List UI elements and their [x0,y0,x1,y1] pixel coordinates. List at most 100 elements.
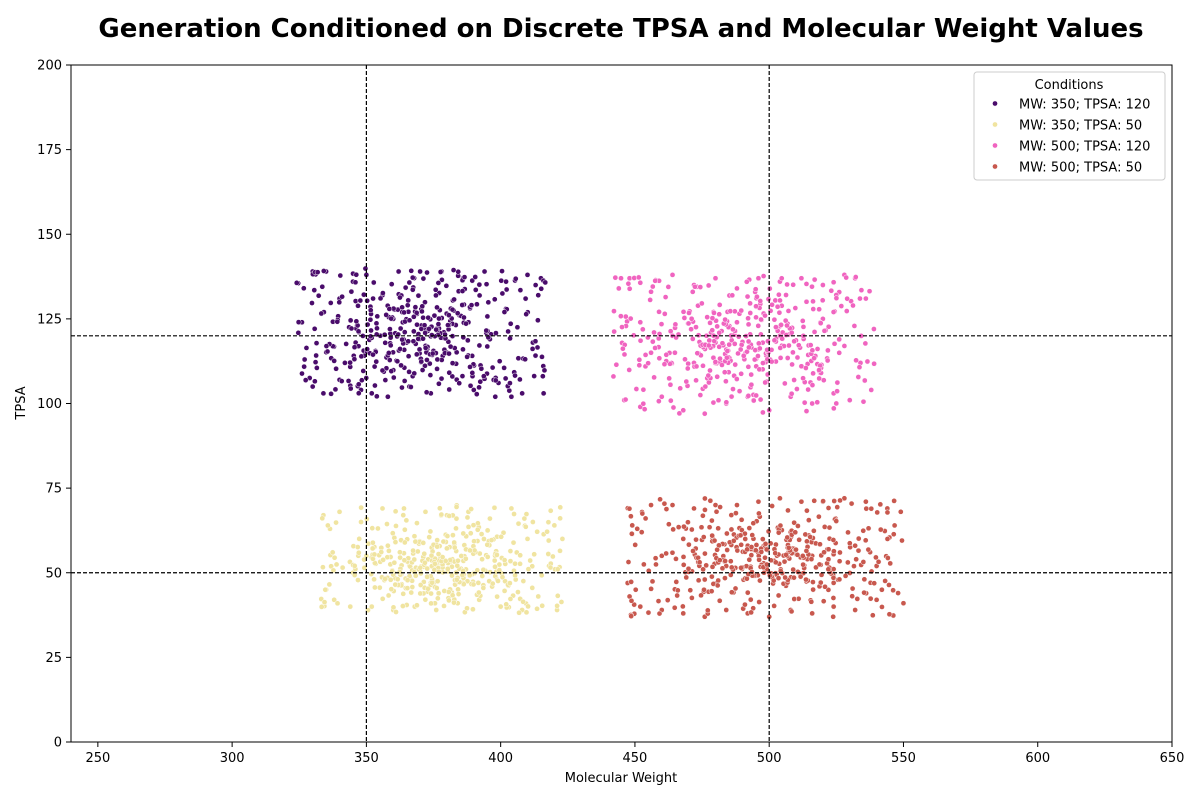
data-point [790,349,796,356]
data-point [422,330,428,336]
data-point [800,324,807,330]
data-point [877,501,884,508]
x-tick-label: 550 [891,751,916,766]
data-point [535,593,542,600]
data-point [359,377,365,384]
data-point [386,306,393,312]
y-tick-label: 50 [45,566,62,581]
data-point [697,392,704,398]
data-point [750,520,757,527]
data-point [419,308,425,315]
data-point [415,336,422,342]
data-point [434,304,440,311]
data-point [798,275,805,282]
data-point [749,532,756,538]
data-point [390,604,397,611]
data-point [714,373,721,380]
data-point [716,597,723,604]
legend-marker [992,142,998,149]
data-point [709,315,716,322]
data-point [368,390,375,397]
data-point [370,295,376,302]
data-point [534,528,541,535]
data-point [810,298,816,305]
data-point [638,529,645,535]
data-point [461,274,468,280]
data-point [559,536,566,542]
data-point [439,554,446,560]
data-point [820,498,826,504]
data-point [744,546,750,553]
data-point [507,548,514,554]
data-point [865,546,872,553]
data-point [412,538,419,545]
data-point [640,400,647,407]
data-point [434,356,441,363]
data-point [882,578,888,584]
data-point [821,524,828,530]
data-point [680,610,687,617]
data-point [339,293,345,300]
data-point [434,537,441,543]
data-point [507,335,513,342]
data-point [459,302,466,308]
data-point [626,505,633,512]
data-point [691,505,697,512]
data-point [803,365,809,371]
data-point [446,597,452,604]
data-point [318,310,325,317]
data-point [651,374,657,381]
data-point [825,556,832,563]
data-point [410,338,417,345]
data-point [420,540,427,546]
data-point [358,353,365,360]
data-point [733,376,740,382]
data-point [715,577,722,584]
data-point [405,338,412,345]
data-point [778,275,785,282]
data-point [714,323,721,330]
data-point [557,504,564,511]
data-point [855,547,862,554]
data-point [762,312,768,319]
data-point [744,589,751,596]
legend[interactable]: Conditions MW: 350; TPSA: 120 MW: 350; TP… [973,71,1166,181]
data-point [336,299,343,306]
data-point [424,565,431,572]
data-point [777,522,784,529]
data-point [790,281,797,288]
data-point [442,558,449,564]
data-point [503,278,509,285]
data-point [804,538,810,545]
data-point [884,536,891,542]
data-point [756,345,763,352]
data-point [820,282,826,288]
data-point [547,564,554,571]
data-point [415,292,422,299]
data-point [420,314,426,321]
data-point [733,510,739,516]
data-point [436,315,442,322]
data-point [772,297,779,304]
data-point [738,307,745,314]
data-point [773,324,779,330]
data-point [527,557,534,564]
data-point [890,531,897,538]
data-point [469,370,476,376]
data-point [391,559,398,566]
data-point [680,561,687,568]
data-point [746,525,753,531]
data-point [494,552,500,558]
data-point [484,554,491,560]
data-point [803,281,810,287]
data-point [476,342,483,349]
data-point [466,572,473,579]
data-point [390,374,397,381]
legend-title: Conditions [1035,78,1104,93]
data-point [771,603,777,609]
data-point [529,346,536,352]
data-point [431,567,438,573]
data-point [333,365,339,372]
data-point [671,604,678,611]
data-point [613,361,620,368]
